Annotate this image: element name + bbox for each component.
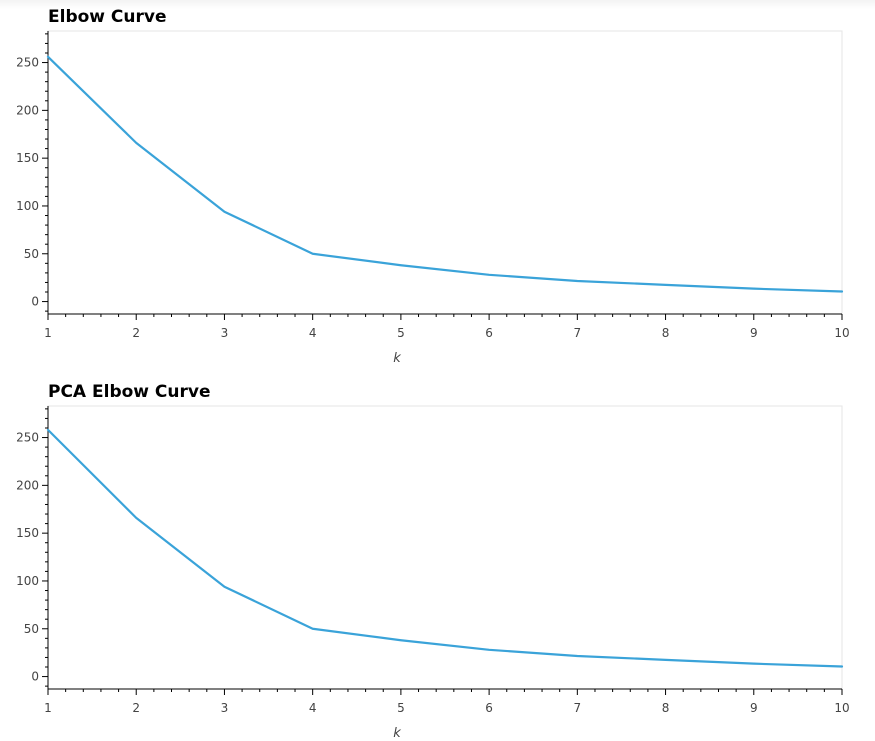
- x-tick-label: 3: [221, 326, 229, 340]
- y-tick-label: 150: [16, 526, 39, 540]
- y-tick-label: 200: [16, 103, 39, 117]
- x-tick-label: 2: [132, 326, 140, 340]
- y-tick-label: 250: [16, 56, 39, 70]
- y-tick-label: 150: [16, 151, 39, 165]
- y-tick-label: 0: [31, 670, 39, 684]
- plot-frame: [47, 405, 843, 690]
- x-axis-label: k: [393, 726, 401, 737]
- chart-title: PCA Elbow Curve: [48, 382, 211, 402]
- chart-panel-1: Elbow Curve 0 50 100 150 200 250 1 2 3 4 5 6 7 8 9 10 k: [16, 7, 850, 366]
- x-tick-label: 7: [574, 701, 582, 715]
- y-tick-label: 0: [31, 295, 39, 309]
- x-tick-label: 9: [750, 326, 758, 340]
- y-tick-label: 50: [24, 247, 39, 261]
- y-tick-label: 50: [24, 622, 39, 636]
- x-tick-label: 2: [132, 701, 140, 715]
- x-tick-label: 5: [397, 701, 405, 715]
- plot-frame: [47, 30, 843, 315]
- y-tick-label: 200: [16, 478, 39, 492]
- x-tick-label: 8: [662, 701, 670, 715]
- x-tick-label: 4: [309, 701, 317, 715]
- y-tick-label: 250: [16, 431, 39, 445]
- x-tick-label: 6: [485, 701, 493, 715]
- x-tick-label: 6: [485, 326, 493, 340]
- x-tick-label: 5: [397, 326, 405, 340]
- top-band: [0, 0, 875, 9]
- x-axis-label: k: [393, 351, 401, 366]
- x-tick-label: 4: [309, 326, 317, 340]
- x-tick-label: 1: [44, 701, 52, 715]
- series-line-1: [46, 428, 844, 668]
- x-tick-label: 8: [662, 326, 670, 340]
- x-tick-label: 3: [221, 701, 229, 715]
- x-tick-label: 7: [574, 326, 582, 340]
- x-tick-label: 10: [834, 701, 849, 715]
- chart-panel-2: PCA Elbow Curve 0 50 100 150 200 250 1 2 3 4 5 6 7 8 9 1…: [16, 382, 850, 741]
- chart-title: Elbow Curve: [48, 7, 167, 27]
- y-tick-label: 100: [16, 199, 39, 213]
- x-tick-label: 1: [44, 326, 52, 340]
- x-tick-label: 9: [750, 701, 758, 715]
- series-line-1: [46, 55, 844, 293]
- y-tick-label: 100: [16, 574, 39, 588]
- x-tick-label: 10: [834, 326, 849, 340]
